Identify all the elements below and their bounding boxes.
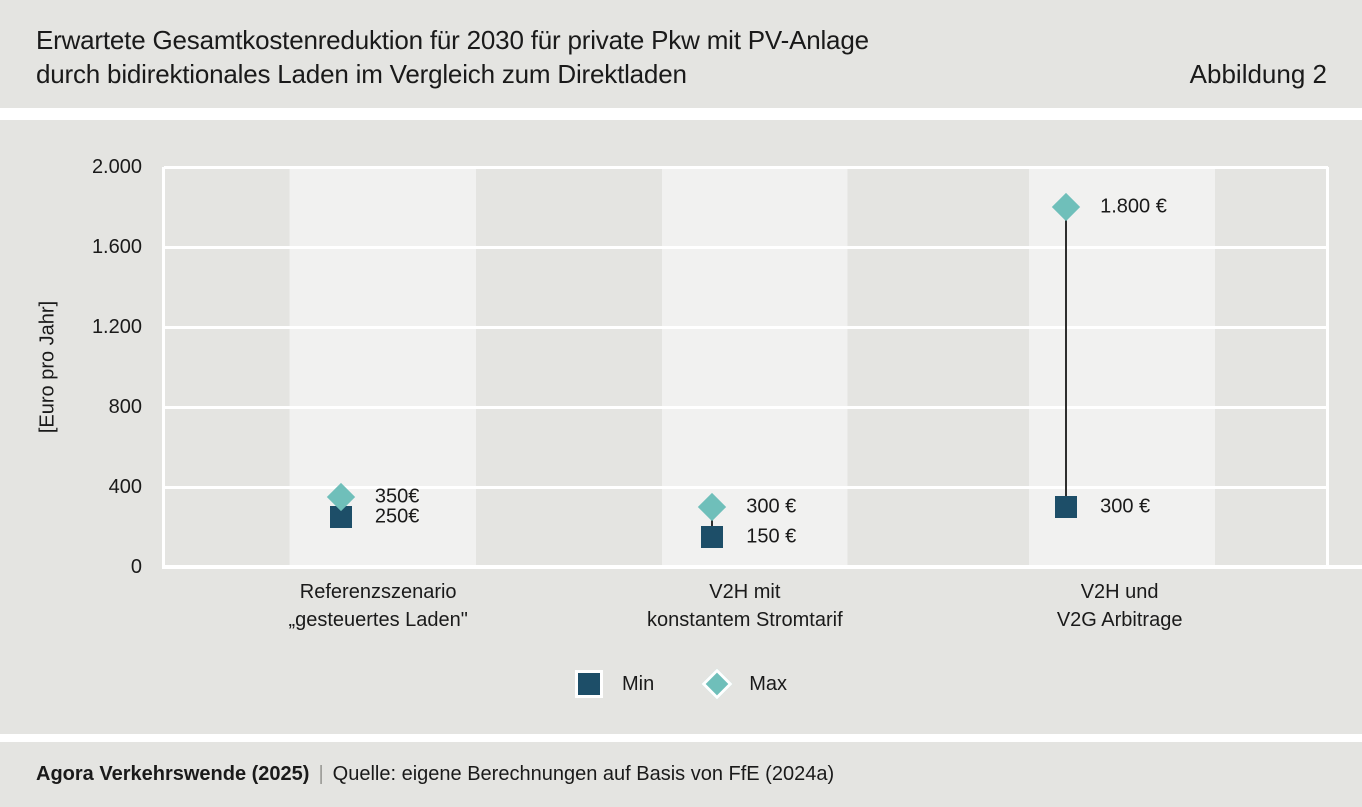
range-connector-3	[1065, 207, 1068, 507]
max-value-label-3: 1.800 €	[1100, 195, 1167, 218]
y-tick-label-400: 400	[108, 476, 142, 498]
legend-square-icon	[574, 670, 603, 698]
category-label-line2: „gesteuertes Laden"	[288, 609, 468, 631]
legend-label-min: Min	[621, 672, 655, 695]
min-marker-2	[701, 526, 724, 548]
category-label-line1: V2H und	[1080, 581, 1159, 603]
gridline-1600	[164, 246, 1328, 249]
y-axis-title: [Euro pro Jahr]	[36, 300, 59, 434]
category-label-2: V2H mit konstantem Stromtarif	[585, 578, 905, 634]
y-tick-label-800: 800	[108, 396, 142, 418]
gridline-800	[164, 406, 1328, 409]
range-connector-2	[711, 507, 714, 537]
y-axis-line	[162, 167, 165, 567]
category-label-line2: konstantem Stromtarif	[647, 609, 843, 631]
source-line: Agora Verkehrswende (2025) | Quelle: eigen…	[36, 763, 834, 786]
min-value-label-1: 250€	[374, 505, 420, 528]
source-separator: |	[318, 763, 324, 785]
category-label-line2: V2G Arbitrage	[1056, 609, 1183, 631]
chart-title: Erwartete Gesamtkostenreduktion für 2030…	[36, 23, 869, 91]
footer: Agora Verkehrswende (2025) | Quelle: eigen…	[0, 742, 1362, 807]
legend-item-max: Max	[701, 668, 788, 700]
min-marker-1	[329, 506, 352, 528]
legend-label-max: Max	[749, 672, 788, 695]
y-tick-label-1200: 1.200	[91, 316, 142, 338]
source-text: Quelle: eigene Berechnungen auf Basis vo…	[332, 763, 835, 785]
category-label-1: Referenzszenario „gesteuertes Laden"	[218, 578, 538, 634]
y-tick-label-0: 0	[130, 556, 142, 578]
figure-number-label: Abbildung 2	[1189, 59, 1327, 89]
min-marker-3	[1055, 496, 1078, 518]
plot-right-border	[1326, 167, 1329, 567]
chart-section: 0 400 800 1.200 1.600 2.000 [Euro pro Jahr] 3…	[0, 120, 1362, 734]
x-axis-line	[162, 565, 1362, 569]
chart-title-line1: Erwartete Gesamtkostenreduktion für 2030…	[36, 25, 869, 55]
min-value-label-2: 150 €	[746, 525, 797, 548]
plot-area	[164, 167, 1328, 567]
gridline-2000	[164, 166, 1328, 169]
legend: Min Max	[0, 668, 1362, 700]
max-value-label-2: 300 €	[746, 495, 797, 518]
category-label-3: V2H und V2G Arbitrage	[960, 578, 1280, 634]
gridline-400	[164, 486, 1328, 489]
gridline-1200	[164, 326, 1328, 329]
legend-item-min: Min	[574, 670, 655, 698]
legend-diamond-icon	[701, 668, 733, 700]
category-label-line1: V2H mit	[709, 581, 781, 603]
y-tick-label-1600: 1.600	[91, 236, 142, 258]
min-value-label-3: 300 €	[1100, 495, 1151, 518]
chart-title-line2: durch bidirektionales Laden im Vergleich…	[36, 59, 687, 89]
header: Erwartete Gesamtkostenreduktion für 2030…	[0, 0, 1362, 108]
y-tick-label-2000: 2.000	[91, 156, 142, 178]
max-value-label-1: 350€	[374, 485, 420, 508]
category-label-line1: Referenzszenario	[299, 581, 457, 603]
publisher-name: Agora Verkehrswende (2025)	[36, 763, 310, 785]
